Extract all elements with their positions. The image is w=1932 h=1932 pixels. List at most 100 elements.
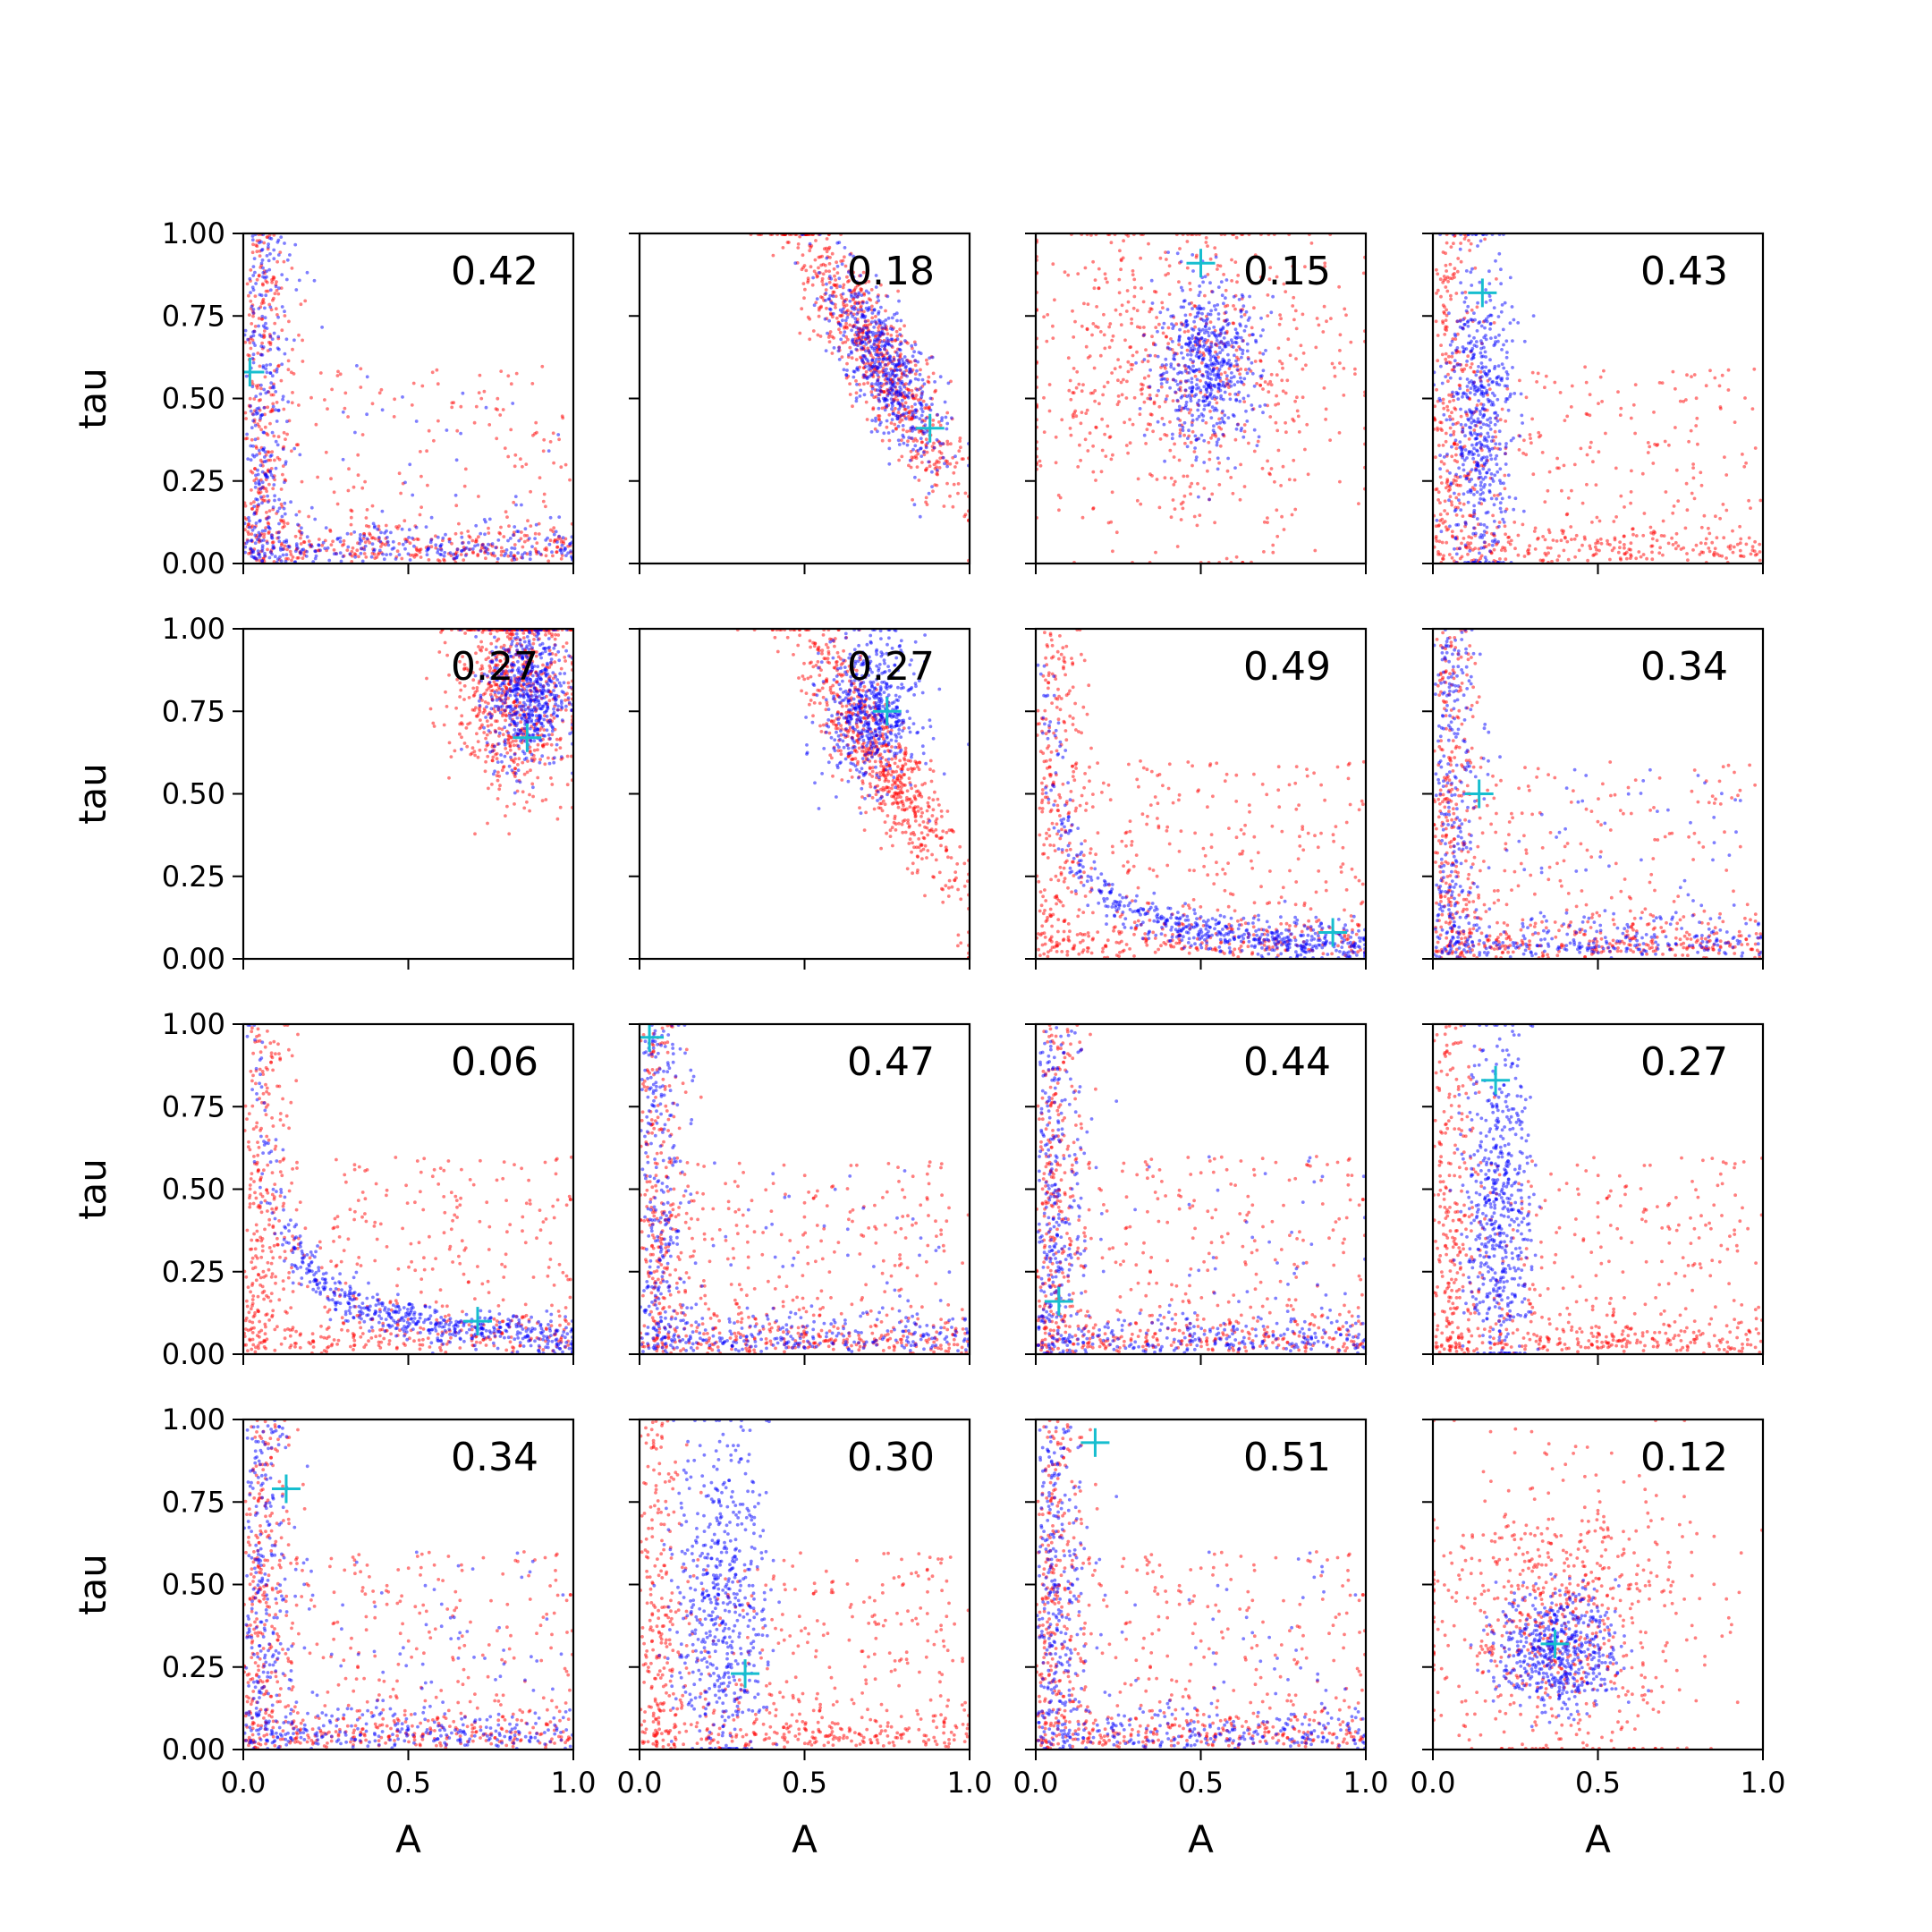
red-point [1338, 333, 1343, 337]
blue-point [1462, 462, 1465, 467]
blue-point [1479, 496, 1483, 501]
red-point [1461, 514, 1465, 518]
red-point [243, 411, 248, 415]
red-point [1183, 441, 1187, 445]
blue-point [1258, 404, 1262, 409]
blue-point [251, 265, 256, 268]
red-point [1572, 462, 1577, 467]
blue-point [870, 311, 875, 315]
blue-point [1221, 383, 1225, 387]
blue-point [1472, 511, 1476, 515]
blue-point [251, 274, 256, 277]
blue-point [1191, 328, 1196, 332]
red-point [1165, 394, 1169, 398]
red-point [1085, 327, 1089, 332]
red-point [1247, 441, 1250, 445]
red-point [948, 494, 952, 498]
blue-point [1503, 301, 1507, 305]
red-point [1530, 370, 1535, 375]
blue-point [1177, 404, 1182, 409]
blue-point [1492, 520, 1496, 523]
red-point [281, 472, 284, 477]
blue-point [918, 514, 922, 519]
red-point [255, 277, 259, 282]
red-point [1342, 367, 1346, 370]
blue-point [275, 557, 280, 562]
red-point [1470, 308, 1474, 312]
red-point [821, 272, 826, 276]
red-point [1441, 280, 1445, 284]
red-point [418, 547, 422, 552]
red-point [1273, 479, 1276, 484]
blue-point [903, 366, 908, 369]
red-point [271, 393, 275, 397]
red-point [1595, 515, 1599, 520]
red-point [1129, 345, 1133, 349]
red-point [1565, 539, 1570, 544]
red-point [1527, 547, 1530, 552]
blue-point [840, 262, 844, 267]
red-point [435, 368, 439, 372]
red-point [1277, 322, 1282, 326]
blue-point [277, 521, 281, 526]
blue-point [280, 305, 284, 309]
blue-point [304, 555, 309, 558]
red-point [1462, 367, 1467, 371]
blue-point [1179, 305, 1183, 309]
red-point [1153, 353, 1157, 358]
blue-point [1202, 343, 1207, 347]
red-point [1433, 404, 1437, 409]
blue-point [1465, 385, 1470, 388]
blue-point [1469, 416, 1473, 420]
red-point [1528, 544, 1531, 548]
blue-point [1495, 380, 1499, 385]
red-point [1135, 498, 1140, 503]
blue-point [257, 530, 261, 535]
blue-point [247, 519, 251, 523]
blue-point [407, 536, 411, 539]
red-point [290, 401, 294, 405]
blue-point [1204, 328, 1208, 333]
blue-point [879, 305, 883, 309]
blue-point [441, 536, 445, 540]
red-point [462, 484, 467, 488]
red-point [1217, 461, 1221, 465]
blue-point [289, 500, 292, 504]
blue-point [261, 366, 266, 369]
red-point [1453, 267, 1457, 271]
blue-point [1191, 360, 1196, 363]
red-point [1309, 242, 1314, 245]
blue-point [1445, 453, 1449, 456]
blue-point [940, 419, 944, 422]
blue-point [1484, 334, 1487, 337]
blue-point [260, 412, 265, 417]
blue-point [1190, 390, 1193, 394]
red-point [1470, 548, 1475, 552]
red-point [877, 370, 882, 374]
blue-point [916, 448, 920, 453]
red-point [285, 432, 289, 436]
blue-point [1509, 438, 1513, 443]
red-point [1258, 359, 1263, 362]
blue-point [371, 521, 376, 526]
blue-point [496, 556, 500, 561]
red-point [1456, 332, 1460, 336]
blue-point [288, 253, 292, 257]
blue-point [1269, 310, 1274, 315]
red-point [840, 296, 844, 300]
red-point [1108, 322, 1113, 326]
red-point [1452, 242, 1455, 246]
blue-point [837, 276, 842, 281]
blue-point [292, 338, 296, 343]
blue-point [252, 526, 257, 530]
blue-point [547, 449, 551, 453]
blue-point [512, 555, 516, 560]
red-point [1444, 357, 1448, 361]
blue-point [1172, 367, 1176, 371]
blue-point [254, 481, 258, 486]
red-point [827, 340, 832, 343]
blue-point [915, 388, 919, 392]
red-point [1629, 541, 1633, 546]
blue-point [463, 554, 468, 557]
blue-point [1485, 470, 1489, 475]
